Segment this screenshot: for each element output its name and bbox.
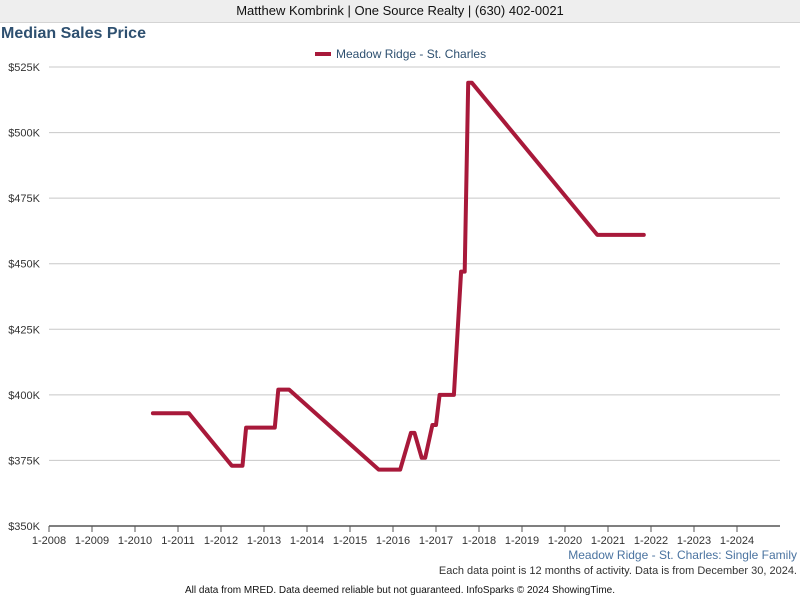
y-axis-ticks: $350K $375K $400K $425K $450K $475K $500K $525K <box>8 62 40 533</box>
x-tick-label: 1-2024 <box>720 535 754 547</box>
x-tick-label: 1-2009 <box>75 535 109 547</box>
x-tick-label: 1-2021 <box>591 535 625 547</box>
y-tick-label: $350K <box>8 521 40 533</box>
legend[interactable]: Meadow Ridge - St. Charles <box>315 47 486 61</box>
x-tick-label: 1-2018 <box>462 535 496 547</box>
disclaimer: All data from MRED. Data deemed reliable… <box>184 585 615 596</box>
x-tick-label: 1-2015 <box>333 535 367 547</box>
agent-header: Matthew Kombrink | One Source Realty | (… <box>0 0 800 23</box>
y-tick-label: $475K <box>8 193 40 205</box>
x-tick-label: 1-2019 <box>505 535 539 547</box>
y-tick-label: $400K <box>8 390 40 402</box>
data-note: Each data point is 12 months of activity… <box>438 565 797 577</box>
x-tick-label: 1-2020 <box>548 535 582 547</box>
y-tick-label: $450K <box>8 259 40 271</box>
chart-title: Median Sales Price <box>1 25 146 42</box>
y-tick-label: $525K <box>8 62 40 74</box>
x-tick-label: 1-2012 <box>204 535 238 547</box>
x-tick-label: 1-2010 <box>118 535 152 547</box>
x-tick-label: 1-2022 <box>634 535 668 547</box>
x-axis-ticks: 1-2008 1-2009 1-2010 1-2011 1-2012 1-2013 1-20… <box>32 526 754 547</box>
legend-label: Meadow Ridge - St. Charles <box>336 47 486 61</box>
x-tick-label: 1-2023 <box>677 535 711 547</box>
grid-lines <box>49 66 780 461</box>
x-tick-label: 1-2011 <box>161 535 194 547</box>
x-tick-label: 1-2013 <box>247 535 281 547</box>
y-tick-label: $500K <box>8 128 40 140</box>
x-tick-label: 1-2017 <box>419 535 453 547</box>
x-tick-label: 1-2016 <box>376 535 410 547</box>
series-caption: Meadow Ridge - St. Charles: Single Famil… <box>568 548 797 562</box>
y-tick-label: $375K <box>8 455 40 467</box>
y-tick-label: $425K <box>8 324 40 336</box>
x-tick-label: 1-2014 <box>290 535 324 547</box>
series-line-meadow-ridge[interactable] <box>150 80 646 472</box>
x-tick-label: 1-2008 <box>32 535 66 547</box>
